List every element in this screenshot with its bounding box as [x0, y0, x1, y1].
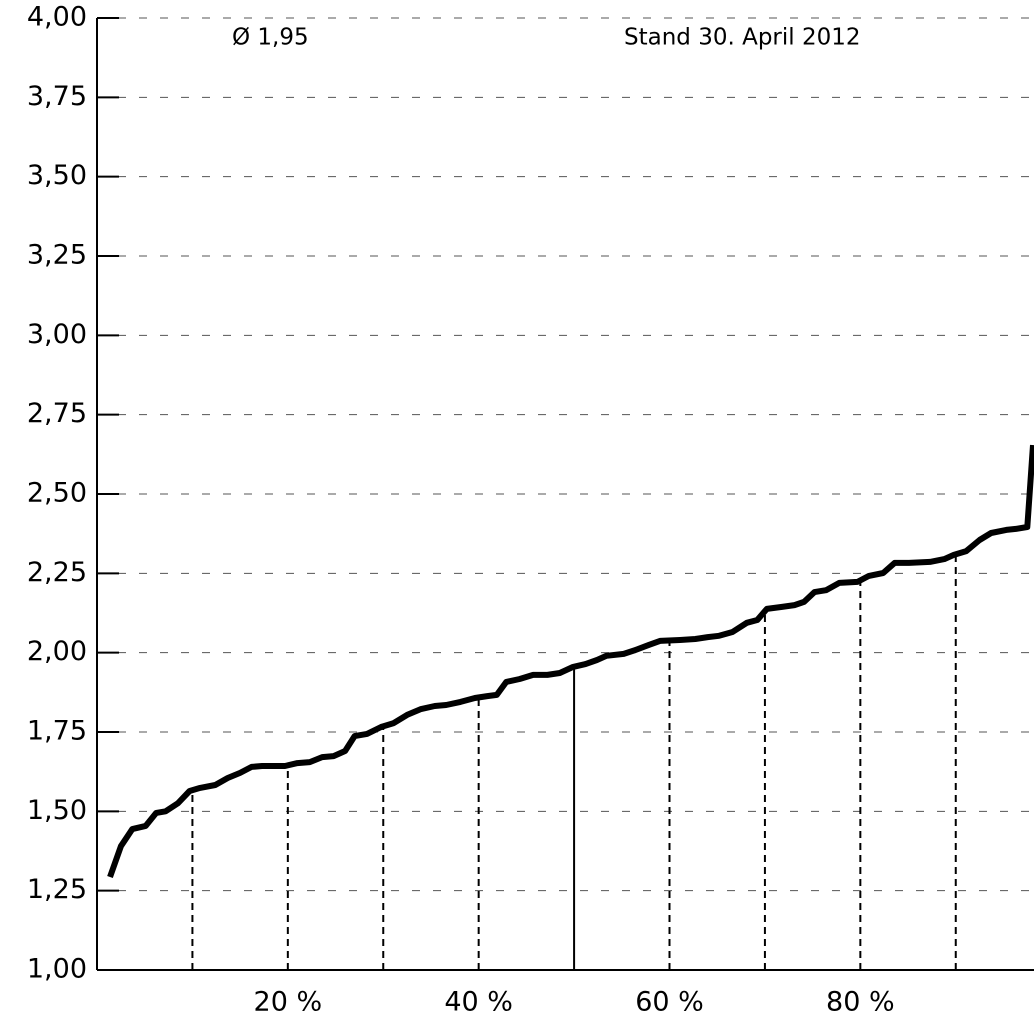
y-tick-label: 4,00: [27, 2, 87, 33]
y-tick-label: 2,75: [27, 398, 87, 429]
data-line: [107, 444, 1034, 879]
y-tick-label: 3,75: [27, 81, 87, 112]
y-tick-label: 3,25: [27, 240, 87, 271]
annotation: Ø 1,95: [232, 25, 309, 51]
y-tick-label: 1,75: [27, 716, 87, 747]
x-tick-label: 40 %: [444, 987, 513, 1018]
x-tick-label: 80 %: [826, 987, 895, 1018]
y-tick-label: 1,25: [27, 874, 87, 905]
x-tick-label: 60 %: [635, 987, 704, 1018]
y-tick-label: 3,00: [27, 319, 87, 350]
x-tick-label: 20 %: [254, 987, 323, 1018]
y-tick-label: 2,00: [27, 636, 87, 667]
annotation: Stand 30. April 2012: [624, 25, 861, 51]
y-tick-label: 1,50: [27, 795, 87, 826]
y-tick-label: 1,00: [27, 954, 87, 985]
y-tick-label: 3,50: [27, 160, 87, 191]
y-tick-label: 2,25: [27, 557, 87, 588]
y-tick-label: 2,50: [27, 478, 87, 509]
